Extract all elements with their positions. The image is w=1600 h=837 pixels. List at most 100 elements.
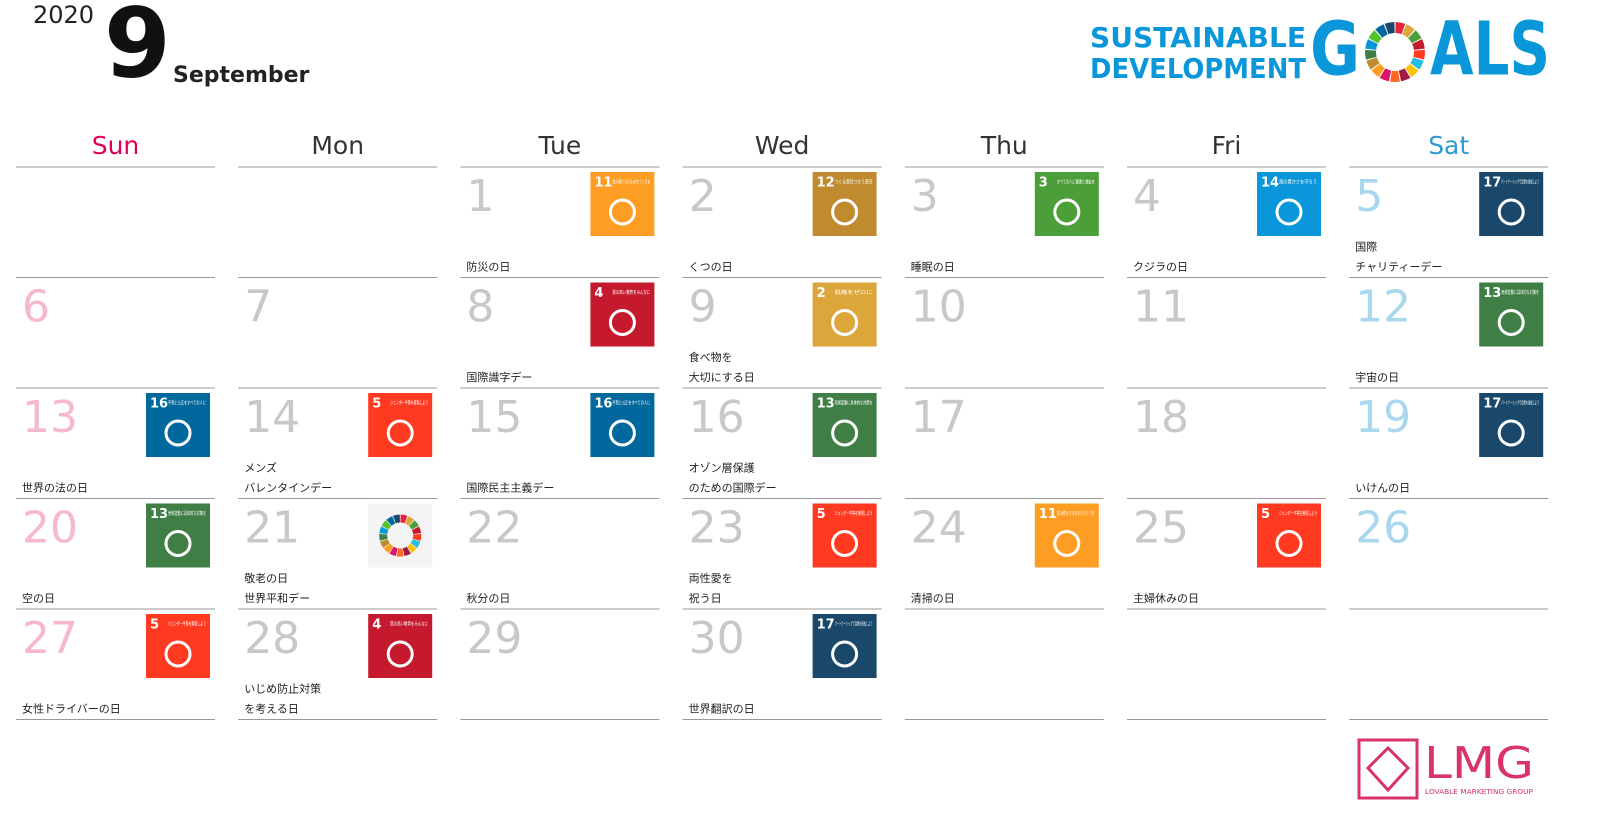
wheel-segment <box>386 516 396 526</box>
event-label: を考える日 <box>244 703 299 716</box>
day-number: 2 <box>689 171 717 222</box>
event-label: 敬老の日 <box>244 572 288 585</box>
event-label: 空の日 <box>22 591 55 605</box>
sdg-title: すべての人に健康と福祉を <box>1057 179 1095 186</box>
event-label: クジラの日 <box>1133 261 1188 274</box>
day-number: 15 <box>466 392 522 443</box>
weekday-label: Mon <box>311 131 364 160</box>
wheel-segment <box>1405 63 1419 78</box>
day-number: 29 <box>466 613 522 664</box>
sdg-title: パートナーシップで目標を達成しよう <box>1501 400 1539 407</box>
wheel-segment <box>1379 68 1392 82</box>
sdg-number: 16 <box>594 397 612 412</box>
sdg-pictogram <box>831 198 859 226</box>
weekday-label: Sun <box>92 131 140 160</box>
sdg-icon: 16 平和と公正をすべての人に <box>590 393 655 457</box>
wheel-segment <box>1368 30 1382 44</box>
sdg-pictogram <box>1497 419 1525 447</box>
wheel-segment <box>389 546 398 557</box>
sdg-icon: 12 つくる責任つかう責任 <box>812 172 877 236</box>
day-number: 3 <box>911 171 939 222</box>
wheel-segment <box>409 520 419 530</box>
sdg-icon: 17 パートナーシップで目標を達成しよう <box>1479 393 1544 457</box>
day-number: 13 <box>22 392 78 443</box>
sdg-title: つくる責任つかう責任 <box>835 179 873 186</box>
sdg-number: 11 <box>1039 507 1057 522</box>
wheel-segment <box>1413 49 1425 60</box>
sdg-pictogram <box>831 640 859 668</box>
brand-tagline: LOVABLE MARKETING GROUP <box>1425 788 1533 796</box>
wheel-segment <box>1398 68 1411 82</box>
event-label: メンズ <box>244 461 277 475</box>
day-number: 11 <box>1133 282 1189 333</box>
wheel-segment <box>407 543 417 554</box>
event-label: 国際 <box>1355 241 1377 254</box>
wheel-segment <box>405 516 415 526</box>
sdg-number: 2 <box>817 286 826 301</box>
event-label: いじめ防止対策 <box>244 682 321 696</box>
sdg-pictogram <box>164 419 192 447</box>
sdg-number: 13 <box>817 397 835 412</box>
wheel-segment <box>381 520 392 530</box>
event-label: 祝う日 <box>689 591 722 605</box>
brand-name: LMG <box>1424 738 1534 789</box>
sdg-pictogram <box>608 198 636 226</box>
event-label: 清掃の日 <box>911 591 955 605</box>
logo-line: SUSTAINABLE <box>1090 21 1306 54</box>
event-label: 宇宙の日 <box>1355 370 1399 384</box>
weekday-label: Sat <box>1428 131 1469 160</box>
sdg-number: 17 <box>1483 176 1501 191</box>
day-number: 6 <box>22 282 50 333</box>
day-number: 14 <box>244 392 300 443</box>
sdg-number: 13 <box>1483 286 1501 301</box>
sdg-icon: 17 パートナーシップで目標を達成しよう <box>1479 172 1544 236</box>
sdg-number: 17 <box>1483 397 1501 412</box>
sdg-icon: 11 住み続けられるまちづくりを <box>1034 503 1099 568</box>
day-number: 16 <box>689 392 745 443</box>
day-number: 27 <box>22 613 78 664</box>
event-label: オゾン層保護 <box>689 461 755 475</box>
sdg-title: 気候変動に具体的な対策を <box>168 510 206 517</box>
weekday-label: Thu <box>980 131 1028 160</box>
sdg-title: 住み続けられるまちづくりを <box>612 179 650 186</box>
sdg-icon: 3 すべての人に健康と福祉を <box>1034 172 1099 236</box>
day-number: 1 <box>466 171 494 222</box>
day-number: 21 <box>244 503 300 554</box>
event-label: バレンタインデー <box>244 481 332 495</box>
sdg-icon: 5 ジェンダー平等を実現しよう <box>368 393 433 457</box>
brand-frame <box>1357 738 1419 800</box>
event-label: 大切にする日 <box>689 370 755 384</box>
wheel-segment <box>412 533 422 541</box>
sdg-pictogram <box>164 530 192 557</box>
day-number: 4 <box>1133 171 1161 222</box>
wheel-segment <box>1366 57 1380 70</box>
sdg-pictogram <box>1053 198 1081 226</box>
wheel-segment <box>379 533 388 541</box>
sdg-icon: 13 気候変動に具体的な対策を <box>146 503 210 568</box>
wheel-segment <box>393 514 400 524</box>
sdg-icon: 13 気候変動に具体的な対策を <box>1479 282 1544 347</box>
sdg-title: ジェンダー平等を実現しよう <box>390 400 428 407</box>
sdg-title: 気候変動に具体的な対策を <box>1501 289 1539 296</box>
weekday-label: Tue <box>538 131 582 160</box>
month-number: 9 <box>104 0 171 99</box>
sdg-number: 5 <box>150 618 159 633</box>
sdg-pictogram <box>608 419 636 447</box>
wheel-segment <box>1365 39 1378 50</box>
sdg-title: 海の豊かさを守ろう <box>1279 179 1317 186</box>
sdg-title: パートナーシップで目標を達成しよう <box>1501 179 1539 186</box>
sdg-pictogram <box>386 640 414 668</box>
wheel-segment <box>400 514 408 524</box>
month-name: September <box>173 63 310 88</box>
logo-goals: ALS <box>1430 7 1550 93</box>
sdg-pictogram <box>831 419 859 447</box>
day-number: 30 <box>689 613 745 664</box>
day-number: 18 <box>1133 392 1189 443</box>
sdg-icon: 4 質の高い教育をみんなに <box>368 614 433 678</box>
sdg-number: 5 <box>372 397 381 412</box>
sdg-title: ジェンダー平等を実現しよう <box>1279 510 1317 517</box>
day-number: 28 <box>244 613 300 664</box>
sdg-pictogram <box>1497 198 1525 226</box>
day-number: 9 <box>689 282 717 333</box>
